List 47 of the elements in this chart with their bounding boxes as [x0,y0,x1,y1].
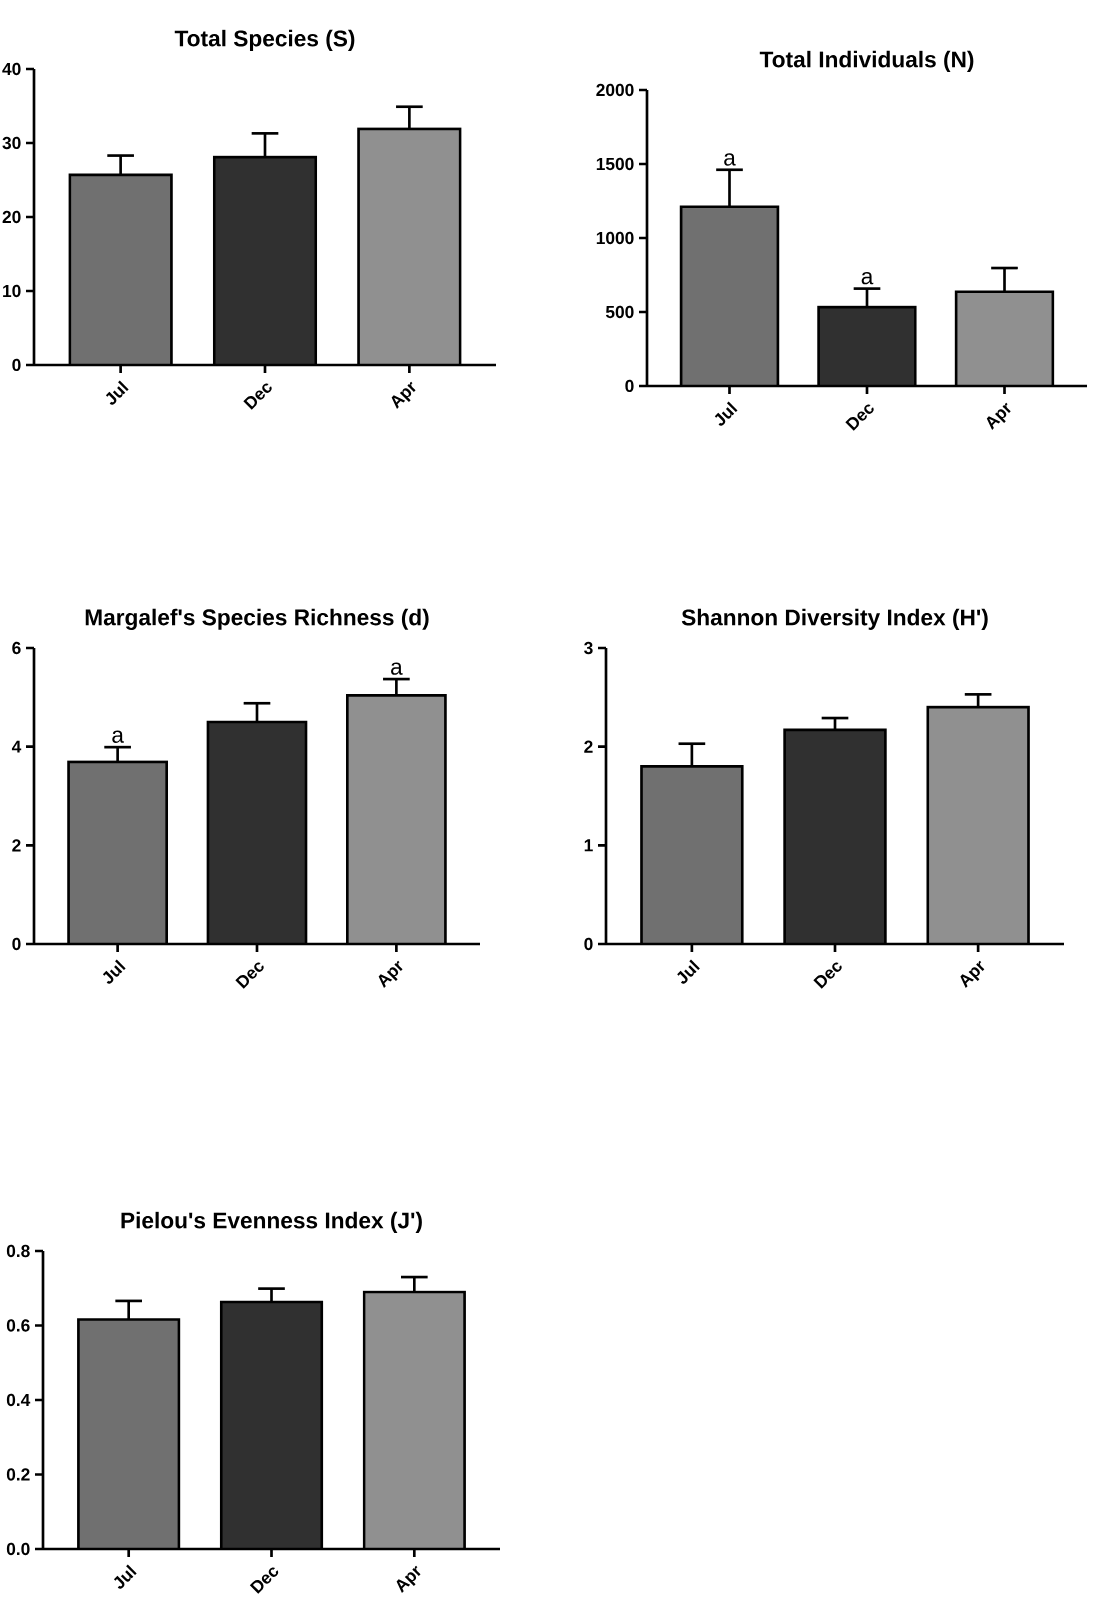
y-tick-label: 1000 [596,231,634,245]
y-tick-label: 3 [584,641,593,655]
y-tick-label: 10 [3,284,21,298]
x-tick-label: Dec [845,404,874,431]
y-tick-label: 1500 [596,157,634,171]
x-tick-label: Apr [396,1565,421,1593]
x-tick-label: Jul [113,1564,137,1589]
x-tick-label: Apr [378,960,403,988]
annotation: a [112,730,124,743]
y-tick-label: 0 [584,937,593,951]
y-tick-label: 2 [584,740,593,753]
x-tick-label: Jul [105,380,129,405]
chart-title: Total Individuals (N) [759,50,974,72]
y-tick-label: 40 [2,62,21,76]
x-tick-label: Apr [986,402,1011,430]
x-tick-label: Jul [677,959,700,984]
chart-title: Total Species (S) [174,29,355,51]
y-tick-label: 1 [584,839,593,852]
y-tick-label: 0 [625,379,634,393]
y-tick-label: 500 [605,305,634,319]
annotation: a [861,271,874,285]
x-tick-label: Apr [391,381,416,409]
y-tick-label: 2 [12,839,21,852]
y-tick-label: 0 [12,358,21,372]
x-tick-label: Jul [714,401,738,426]
x-tick-label: Apr [960,960,985,988]
y-tick-label: 20 [2,210,21,224]
x-tick-label: Dec [813,962,842,989]
chart-title: Pielou's Evenness Index (J') [121,1211,422,1233]
annotation: a [391,662,403,675]
y-tick-label: 0.2 [6,1468,30,1481]
y-tick-label: 0 [12,937,21,951]
y-tick-label: 6 [12,641,21,655]
x-tick-label: Dec [235,962,264,989]
y-tick-label: 2000 [596,83,634,97]
x-tick-label: Dec [243,383,272,410]
y-tick-label: 0.8 [6,1244,30,1258]
y-tick-label: 4 [11,740,22,753]
annotation: a [724,153,736,166]
y-tick-label: 0.4 [6,1393,31,1407]
x-tick-label: Jul [102,959,126,984]
chart-title: Margalef's Species Richness (d) [85,608,429,630]
x-tick-label: Dec [249,1567,279,1594]
y-tick-label: 30 [2,136,21,150]
y-tick-label: 0.6 [6,1319,30,1332]
y-tick-label: 0.0 [6,1542,30,1556]
chart-title: Shannon Diversity Index (H') [681,608,988,630]
